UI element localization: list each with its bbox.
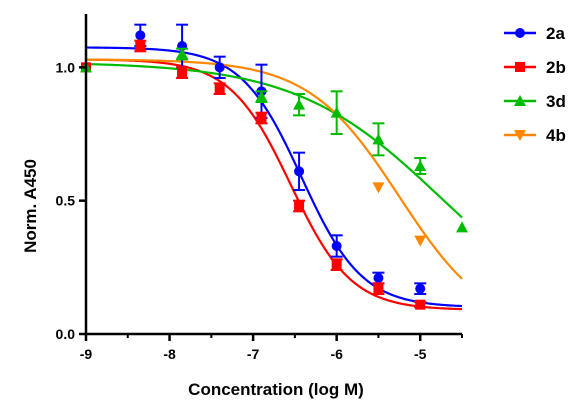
fit-curves	[85, 46, 463, 311]
legend-item-3d: 3d	[504, 92, 566, 111]
data-point-2a	[135, 30, 146, 41]
data-point-2a	[331, 241, 342, 251]
data-point-2a	[415, 283, 426, 294]
fit-curve-4b	[85, 58, 463, 280]
data-point-2a	[214, 62, 225, 73]
y-axis-title: Norm. A450	[21, 159, 40, 253]
y-tick-label: 0.0	[56, 326, 76, 342]
fit-curve-2b	[85, 58, 463, 311]
data-point-3d	[456, 221, 468, 233]
data-point-2b	[373, 283, 384, 294]
x-tick-label: -5	[414, 346, 427, 362]
x-axis-title: Concentration (log M)	[188, 380, 364, 399]
data-points	[80, 23, 468, 310]
data-point-2b	[415, 299, 426, 310]
data-point-4b	[372, 182, 385, 194]
axes: -9 -8 -7 -6 -5 0.0 0.5 1.0	[56, 14, 463, 362]
data-point-3d	[255, 90, 268, 102]
data-point-2b	[177, 67, 188, 78]
legend-item-2a: 2a	[504, 24, 565, 43]
legend-item-2b: 2b	[504, 58, 566, 77]
legend-marker-2a	[515, 28, 525, 38]
legend-label-3d: 3d	[546, 92, 566, 111]
legend-item-4b: 4b	[504, 126, 566, 145]
data-point-3d	[330, 106, 343, 118]
data-point-3d	[414, 160, 427, 171]
x-tick-label: -7	[247, 346, 260, 362]
x-tick-label: -9	[80, 346, 93, 362]
legend: 2a 2b 3d 4b	[504, 24, 566, 145]
data-point-2b	[294, 201, 305, 211]
data-point-2b	[256, 113, 267, 123]
data-point-2b	[135, 41, 146, 51]
data-point-3d	[176, 48, 189, 59]
data-point-2a	[373, 273, 384, 283]
x-tick-label: -8	[163, 346, 176, 362]
data-point-2b	[331, 259, 342, 270]
y-tick-label: 0.5	[56, 193, 76, 209]
legend-marker-2b	[515, 62, 525, 72]
data-point-3d	[293, 98, 306, 110]
fit-curve-2a	[85, 46, 463, 308]
data-point-4b	[414, 235, 427, 247]
legend-label-4b: 4b	[546, 126, 566, 145]
data-point-2a	[294, 166, 305, 177]
legend-marker-4b	[514, 130, 526, 141]
x-tick-label: -6	[330, 346, 343, 362]
y-tick-label: 1.0	[56, 59, 76, 75]
fit-curve-3d	[85, 62, 463, 219]
legend-label-2b: 2b	[546, 58, 566, 77]
legend-marker-3d	[514, 95, 526, 106]
data-point-3d	[372, 133, 385, 145]
legend-label-2a: 2a	[546, 24, 565, 43]
data-point-2b	[214, 83, 225, 94]
